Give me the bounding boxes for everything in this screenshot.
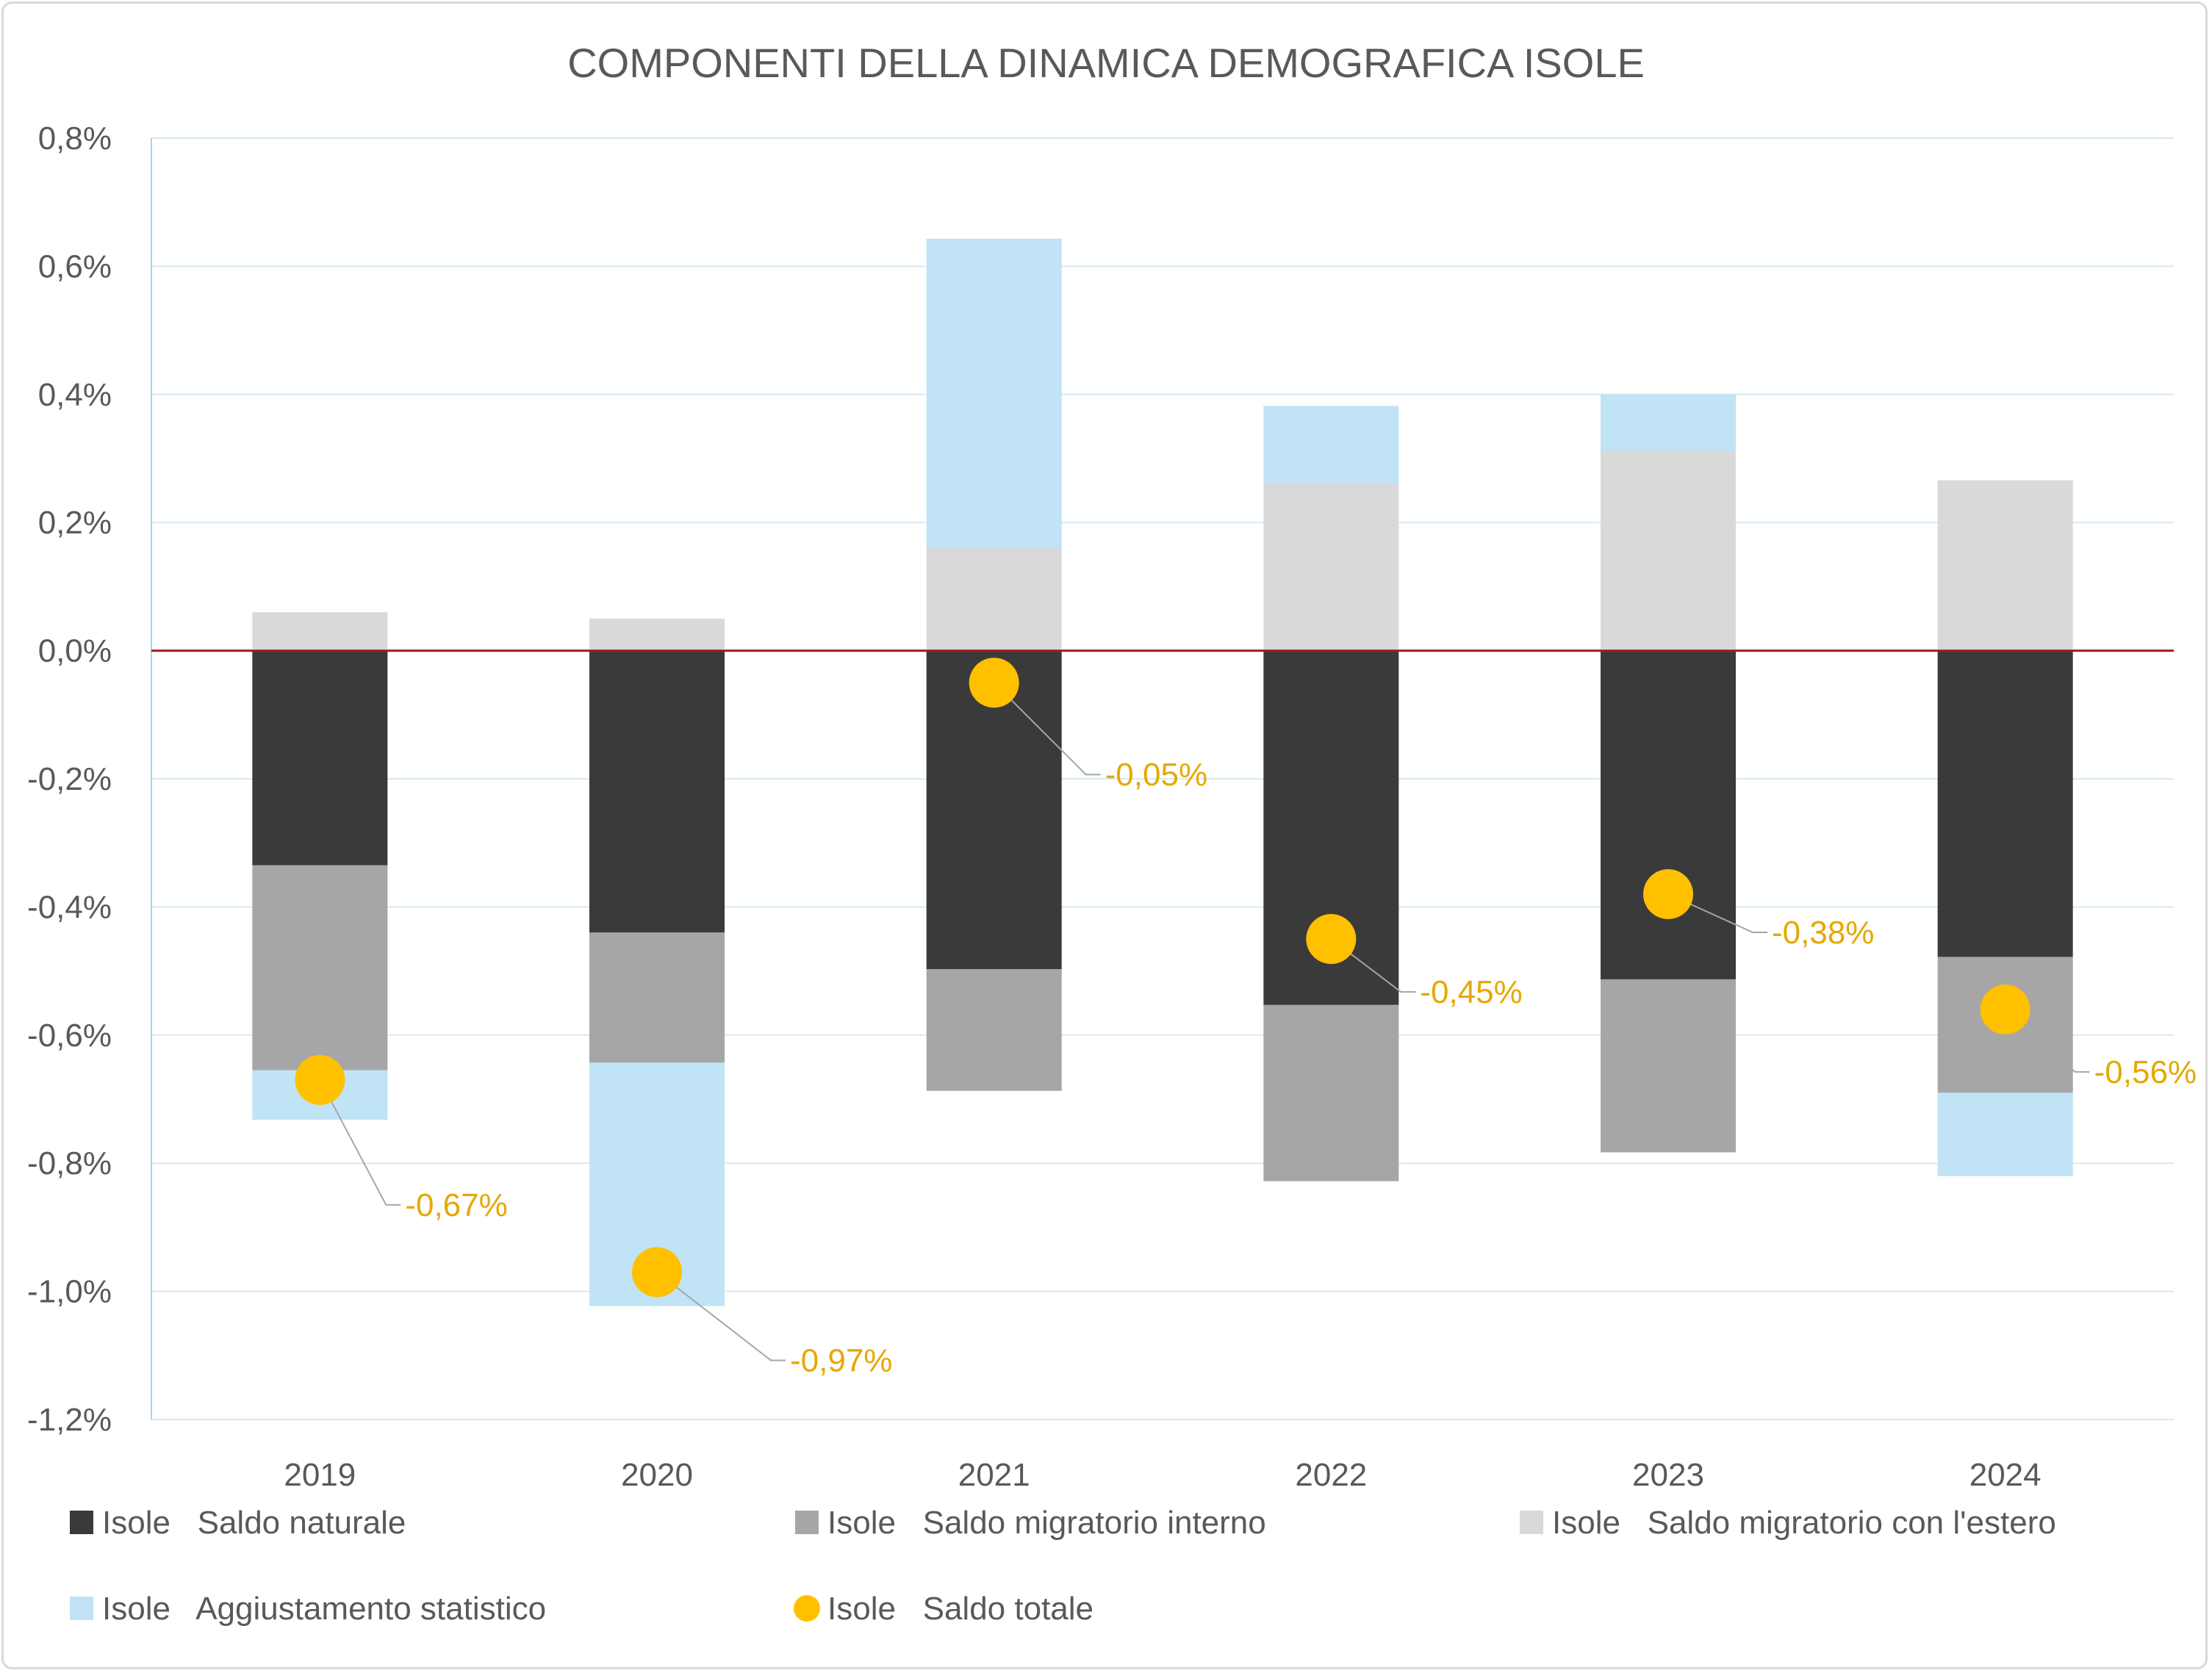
legend-label: Isole Saldo migratorio con l'estero bbox=[1552, 1505, 2056, 1541]
leader-line bbox=[1667, 893, 1767, 933]
legend-swatch bbox=[70, 1511, 93, 1534]
legend-label: Isole Saldo totale bbox=[827, 1591, 1094, 1627]
leader-line bbox=[993, 682, 1101, 776]
x-tick-label: 2024 bbox=[1969, 1457, 2042, 1493]
legend-swatch bbox=[794, 1595, 820, 1622]
y-tick-label: 0,8% bbox=[38, 120, 112, 156]
bar-segment bbox=[252, 612, 388, 651]
bar-segment bbox=[926, 968, 1062, 1091]
total-data-label: -0,45% bbox=[1420, 974, 1522, 1010]
y-tick-label: -0,2% bbox=[27, 761, 112, 797]
total-point bbox=[295, 1054, 345, 1105]
y-tick-label: -0,4% bbox=[27, 889, 112, 925]
legend-swatch bbox=[70, 1597, 93, 1620]
x-tick-label: 2019 bbox=[284, 1457, 356, 1493]
y-tick-label: 0,6% bbox=[38, 248, 112, 284]
bar-segment bbox=[1937, 1093, 2073, 1176]
legend-label: Isole Aggiustamento statistico bbox=[102, 1591, 546, 1627]
x-tick-label: 2022 bbox=[1295, 1457, 1367, 1493]
leader-line bbox=[319, 1079, 401, 1206]
total-data-label: -0,56% bbox=[2094, 1054, 2197, 1090]
legend-swatch bbox=[795, 1511, 819, 1534]
bar-segment bbox=[926, 238, 1062, 549]
bar-segment bbox=[1937, 650, 2073, 957]
total-point bbox=[1306, 914, 1357, 964]
bar-segment bbox=[926, 548, 1062, 651]
leader-line bbox=[1330, 938, 1416, 993]
total-point bbox=[632, 1247, 682, 1298]
y-tick-label: 0,0% bbox=[38, 633, 112, 669]
x-tick-label: 2023 bbox=[1632, 1457, 1704, 1493]
total-point bbox=[969, 658, 1019, 708]
bar-segment bbox=[1263, 406, 1399, 483]
legend-label: Isole Saldo migratorio interno bbox=[827, 1505, 1266, 1541]
total-points bbox=[295, 658, 2030, 1298]
y-tick-label: 0,2% bbox=[38, 505, 112, 541]
y-tick-label: -1,0% bbox=[27, 1274, 112, 1310]
bar-segment bbox=[1263, 1004, 1399, 1181]
legend: Isole Saldo naturale Isole Saldo migrator… bbox=[70, 1505, 2056, 1627]
bar-segment bbox=[1601, 450, 1736, 651]
bar-segment bbox=[252, 865, 388, 1071]
bars bbox=[252, 238, 2073, 1306]
total-point bbox=[1980, 984, 2030, 1035]
chart-title: COMPONENTI DELLA DINAMICA DEMOGRAFICA IS… bbox=[567, 40, 1645, 86]
total-data-label: -0,05% bbox=[1105, 757, 1207, 793]
axes bbox=[151, 138, 2174, 1420]
legend-swatch bbox=[1520, 1511, 1543, 1534]
x-tick-label: 2020 bbox=[621, 1457, 693, 1493]
bar-segment bbox=[589, 932, 725, 1063]
total-data-label: -0,67% bbox=[405, 1187, 507, 1223]
legend-label: Isole Saldo naturale bbox=[102, 1505, 406, 1541]
bar-segment bbox=[1601, 650, 1736, 979]
bar-segment bbox=[1601, 979, 1736, 1153]
data-labels: -0,67% -0,97% -0,05% -0,45% -0,38% -0,56% bbox=[405, 757, 2197, 1378]
bar-segment bbox=[589, 650, 725, 933]
y-tick-label: -1,2% bbox=[27, 1402, 112, 1438]
leader-line bbox=[2004, 1009, 2090, 1073]
y-tick-label: -0,8% bbox=[27, 1145, 112, 1181]
bar-segment bbox=[589, 619, 725, 651]
total-point bbox=[1643, 868, 1693, 919]
bar-segment bbox=[252, 650, 388, 866]
total-data-label: -0,38% bbox=[1772, 915, 1874, 951]
total-data-label: -0,97% bbox=[790, 1342, 892, 1378]
x-tick-label: 2021 bbox=[958, 1457, 1030, 1493]
leader-line bbox=[656, 1271, 786, 1361]
y-tick-label: 0,4% bbox=[38, 377, 112, 413]
leader-lines bbox=[319, 682, 2090, 1361]
gridlines bbox=[151, 137, 2174, 1420]
bar-segment bbox=[1937, 480, 2073, 651]
y-tick-label: -0,6% bbox=[27, 1018, 112, 1054]
bar-segment bbox=[1601, 394, 1736, 451]
y-axis-ticks: 0,8% 0,6% 0,4% 0,2% 0,0% -0,2% -0,4% -0,6% -0,8%… bbox=[27, 120, 112, 1438]
x-axis-ticks: 2019 2020 2021 2022 2023 2024 bbox=[284, 1457, 2041, 1493]
bar-segment bbox=[1263, 483, 1399, 651]
